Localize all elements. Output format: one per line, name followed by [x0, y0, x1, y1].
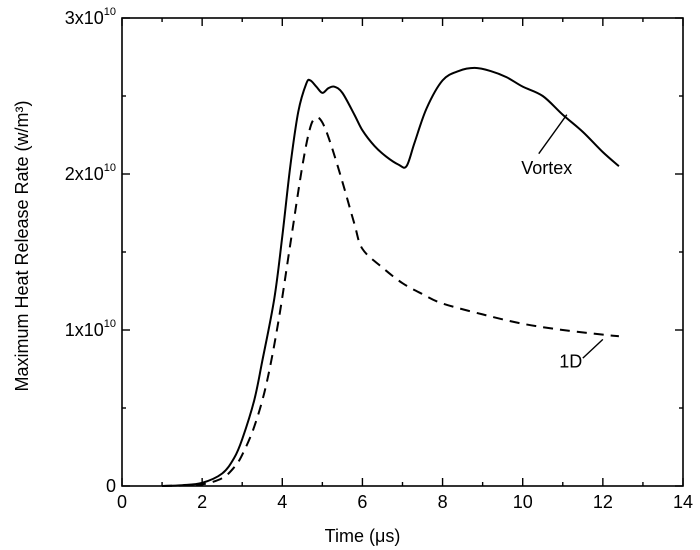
x-tick-label: 12 [593, 492, 613, 512]
x-tick-label: 10 [513, 492, 533, 512]
y-axis-title: Maximum Heat Release Rate (w/m³) [12, 100, 32, 391]
series-line-1d [162, 116, 619, 487]
x-tick-label: 4 [277, 492, 287, 512]
series-leader-1d [582, 338, 604, 359]
x-tick-label: 6 [357, 492, 367, 512]
series-label-1d: 1D [559, 351, 582, 371]
x-tick-label: 14 [673, 492, 693, 512]
y-tick-label: 2x1010 [65, 162, 116, 184]
series-line-vortex [162, 66, 620, 487]
x-tick-label: 8 [438, 492, 448, 512]
x-axis-title: Time (μs) [325, 526, 401, 546]
y-tick-label: 3x1010 [65, 6, 116, 28]
series-leader-vortex [538, 114, 568, 155]
x-tick-label: 2 [197, 492, 207, 512]
y-tick-label: 1x1010 [65, 318, 116, 340]
x-tick-label: 0 [117, 492, 127, 512]
plot-frame [121, 17, 684, 487]
y-tick-label: 0 [106, 476, 116, 496]
series-label-vortex: Vortex [521, 158, 572, 178]
